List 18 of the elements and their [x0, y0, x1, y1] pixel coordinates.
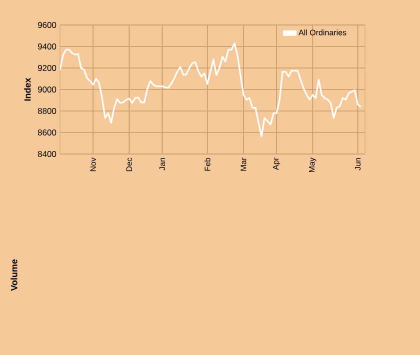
- y-tick-label: 9400: [38, 43, 56, 50]
- x-tick-label: Apr: [272, 158, 280, 170]
- y-tick-label: 9600: [38, 22, 56, 28]
- x-tick-label: Nov: [90, 158, 96, 172]
- x-tick-label: May: [309, 158, 316, 172]
- y-tick-label: 9200: [38, 64, 56, 71]
- legend-label: All Ordinaries: [298, 29, 346, 36]
- y-tick-label: 9000: [38, 86, 56, 92]
- x-tick-label: Jun: [354, 158, 361, 170]
- y-tick-label: 8400: [38, 150, 56, 157]
- x-tick-label: Mar: [240, 158, 246, 171]
- x-tick-label: Jan: [159, 158, 166, 170]
- text: Volume: [10, 259, 18, 291]
- x-tick-label: Feb: [204, 158, 210, 171]
- x-tick-label: Dec: [126, 158, 132, 172]
- y-tick-label: 8600: [38, 129, 56, 136]
- y-tick-label: 8800: [38, 108, 56, 114]
- y-axis-title: Index: [24, 78, 31, 101]
